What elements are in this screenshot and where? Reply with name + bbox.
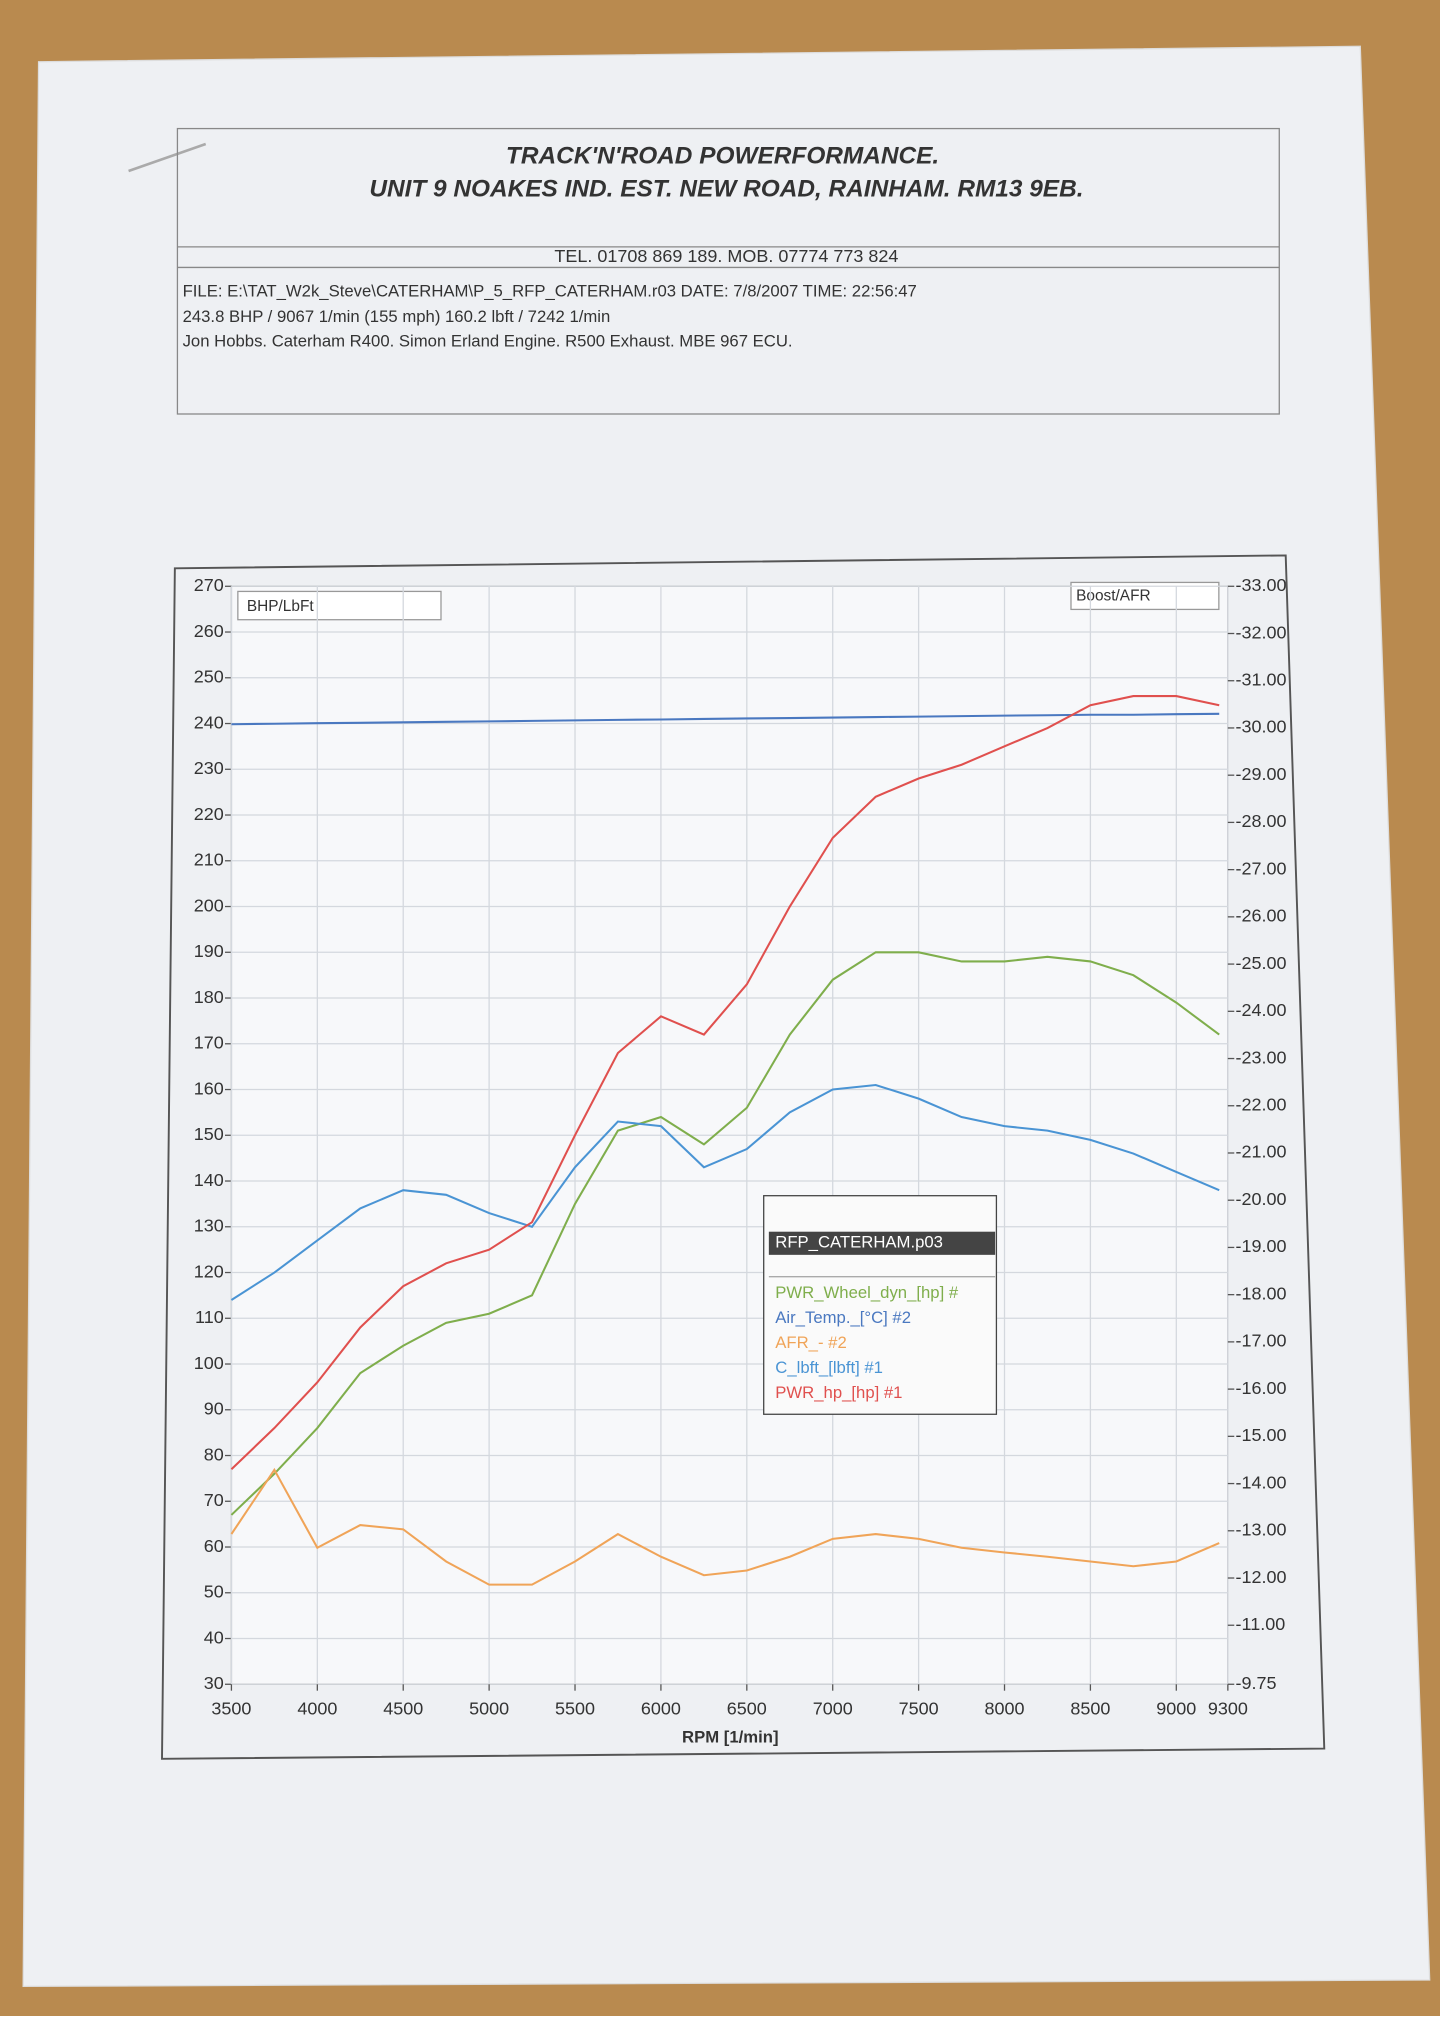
y2-tick-label: -26.00 [1236, 906, 1287, 926]
series-line [230, 1083, 1220, 1301]
y2-tick-label: -18.00 [1236, 1283, 1287, 1303]
y-tick-label: 240 [194, 712, 224, 732]
series-line [230, 1467, 1220, 1586]
y-label-box [237, 590, 442, 621]
header-description: Jon Hobbs. Caterham R400. Simon Erland E… [183, 331, 793, 350]
y-tick-label: 90 [204, 1399, 224, 1419]
y2-tick-label: -23.00 [1236, 1047, 1287, 1067]
y2-axis-label: Boost/AFR [1076, 588, 1151, 605]
y2-tick-label: -30.00 [1236, 717, 1287, 737]
y2-tick-label: -25.00 [1236, 953, 1287, 973]
x-tick-label: 3500 [211, 1699, 251, 1719]
y-tick-label: 130 [194, 1216, 224, 1236]
y-tick-label: 190 [194, 941, 224, 961]
x-tick-label: 8500 [1070, 1699, 1110, 1719]
y2-tick-label: -27.00 [1236, 858, 1287, 878]
y2-tick-label: -14.00 [1236, 1472, 1287, 1492]
legend-title-bar [768, 1231, 996, 1255]
y2-tick-label: -31.00 [1236, 669, 1287, 689]
x-tick-label: 9300 [1208, 1699, 1248, 1719]
y2-tick-label: -11.00 [1236, 1614, 1286, 1634]
y2-tick-label: -13.00 [1236, 1520, 1287, 1540]
y-tick-label: 200 [194, 895, 224, 915]
y-tick-label: 250 [194, 667, 224, 687]
legend: PWR_Wheel_dyn_[hp] # Air_Temp._[°C] #2 AFR… [775, 1283, 959, 1402]
header-stats: 243.8 BHP / 9067 1/min (155 mph) 160.2 l… [183, 307, 611, 326]
header-title: TRACK'N'ROAD POWERFORMANCE. [506, 142, 939, 169]
series-line [231, 712, 1220, 726]
y2-tick-label: -29.00 [1236, 764, 1287, 784]
x-tick-label: 6500 [727, 1699, 767, 1719]
y-tick-label: 140 [194, 1170, 224, 1190]
y-tick-label: 30 [204, 1673, 224, 1693]
y-tick-label: 160 [194, 1078, 224, 1098]
legend-entry: C_lbft_[lbft] #1 [775, 1358, 883, 1377]
y-tick-label: 270 [194, 575, 224, 595]
y-tick-label: 170 [194, 1033, 224, 1053]
y-tick-label: 260 [194, 621, 224, 641]
series-line [230, 695, 1220, 1471]
y-tick-label: 100 [194, 1353, 224, 1373]
y2-tick-label: -21.00 [1236, 1142, 1287, 1162]
x-tick-label: 9000 [1156, 1699, 1196, 1719]
y-tick-label: 50 [204, 1582, 224, 1602]
y-tick-label: 40 [204, 1627, 224, 1647]
y-tick-label: 120 [194, 1261, 224, 1281]
x-tick-label: 8000 [985, 1699, 1025, 1719]
x-tick-label: 6000 [641, 1699, 681, 1719]
legend-entry: Air_Temp._[°C] #2 [775, 1308, 911, 1327]
y2-tick-label: -12.00 [1236, 1567, 1287, 1587]
y2-tick-label: -28.00 [1236, 811, 1287, 831]
legend-title: RFP_CATERHAM.p03 [775, 1233, 943, 1252]
x-axis-label: RPM [1/min] [682, 1728, 779, 1747]
y-tick-label: 110 [195, 1307, 224, 1327]
legend-entry: PWR_hp_[hp] #1 [775, 1383, 902, 1402]
y2-tick-label: -24.00 [1236, 1000, 1287, 1020]
y-tick-label: 230 [194, 758, 224, 778]
y-tick-label: 60 [204, 1536, 224, 1556]
legend-entry: AFR_- #2 [775, 1333, 846, 1352]
y-tick-label: 220 [194, 804, 224, 824]
y2-tick-label: -20.00 [1236, 1189, 1287, 1209]
header-file: FILE: E:\TAT_W2k_Steve\CATERHAM\P_5_RFP_… [183, 281, 917, 300]
chart-frame [161, 554, 1326, 1760]
legend-entry: PWR_Wheel_dyn_[hp] # [775, 1283, 959, 1302]
x-tick-label: 4500 [383, 1699, 423, 1719]
staple [128, 142, 207, 173]
y-axis-label: BHP/LbFt [247, 598, 315, 615]
y2-tick-label: -17.00 [1236, 1331, 1287, 1351]
y2-tick-label: -22.00 [1236, 1095, 1287, 1115]
x-tick-label: 4000 [297, 1699, 337, 1719]
sheet: TRACK'N'ROAD POWERFORMANCE. UNIT 9 NOAKE… [22, 45, 1431, 1988]
header-address: UNIT 9 NOAKES IND. EST. NEW ROAD, RAINHA… [369, 176, 1083, 203]
header-box [176, 127, 1280, 415]
y-tick-label: 150 [194, 1124, 224, 1144]
header-contact: TEL. 01708 869 189. MOB. 07774 773 824 [554, 246, 898, 266]
x-tick-label: 5000 [469, 1699, 509, 1719]
y2-tick-label: -16.00 [1236, 1378, 1287, 1398]
y2-label-box [1070, 581, 1220, 611]
y-tick-label: 210 [194, 850, 224, 870]
y-tick-label: 180 [194, 987, 224, 1007]
series-line [230, 951, 1220, 1516]
y2-tick-label: -9.75 [1236, 1673, 1277, 1693]
legend-box [763, 1195, 998, 1415]
y-tick-label: 70 [204, 1490, 224, 1510]
plot: 30 40 50 60 70 80 90 100 110 120 130 140 150 160 170 18… [194, 575, 1287, 1719]
y2-tick-label: -33.00 [1236, 575, 1287, 595]
y-tick-label: 80 [204, 1444, 224, 1464]
x-tick-label: 7500 [899, 1699, 939, 1719]
x-tick-label: 7000 [813, 1699, 853, 1719]
y2-tick-label: -15.00 [1236, 1425, 1287, 1445]
y2-tick-label: -19.00 [1236, 1236, 1287, 1256]
y2-tick-label: -32.00 [1236, 622, 1287, 642]
x-tick-label: 5500 [555, 1699, 595, 1719]
